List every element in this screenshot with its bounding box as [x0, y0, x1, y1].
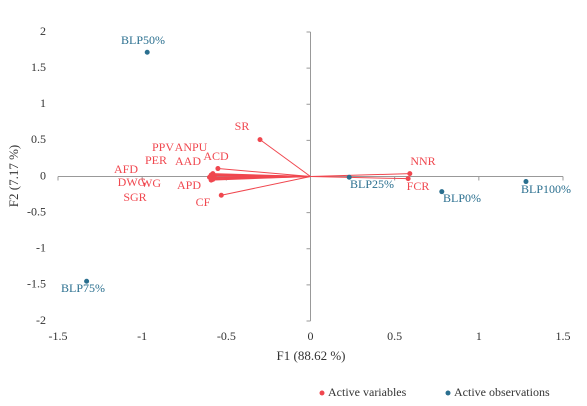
- point-label: BLP0%: [443, 191, 481, 205]
- point: [257, 137, 263, 143]
- variable-vector: [217, 168, 311, 177]
- point-label: AAD: [175, 154, 201, 168]
- y-tick-label: 1: [40, 96, 46, 110]
- point: [346, 174, 352, 180]
- point-label: CF: [196, 195, 211, 209]
- legend-label: Active observations: [454, 385, 550, 399]
- y-tick-label: -1.5: [27, 277, 46, 291]
- legend-marker: [445, 390, 451, 396]
- x-tick-label: 0.5: [387, 329, 402, 343]
- point-label: BLP25%: [350, 177, 394, 191]
- y-tick-label: 2: [40, 24, 46, 38]
- variable-vector: [310, 173, 410, 177]
- y-tick-label: -2: [36, 313, 46, 327]
- point: [407, 171, 413, 177]
- point-label: NNR: [410, 154, 435, 168]
- variable-vector: [259, 139, 311, 177]
- point-label: AFD: [114, 162, 138, 176]
- point: [144, 49, 150, 55]
- point-label: SR: [235, 119, 250, 133]
- y-tick-label: 0.5: [31, 132, 46, 146]
- point: [84, 278, 90, 284]
- point-label: BLP100%: [521, 182, 571, 196]
- variable-vector: [214, 176, 311, 179]
- point-label: FCR: [407, 179, 430, 193]
- point-label: SGR: [123, 190, 146, 204]
- x-tick-label: -0.5: [217, 329, 236, 343]
- point-label: PPV: [152, 140, 174, 154]
- y-tick-label: 0: [40, 168, 46, 182]
- y-tick-label: -0.5: [27, 204, 46, 218]
- point: [439, 189, 445, 195]
- variable-vector: [221, 176, 311, 196]
- point: [212, 175, 218, 181]
- x-axis-title: F1 (88.62 %): [277, 348, 346, 363]
- point: [215, 166, 221, 172]
- point: [218, 192, 224, 198]
- point-label: ANPU: [175, 140, 208, 154]
- y-tick-label: 1.5: [31, 60, 46, 74]
- point-label: BLP75%: [61, 281, 105, 295]
- y-axis-title: F2 (7.17 %): [6, 145, 21, 207]
- point: [405, 176, 411, 182]
- point-label: WG: [141, 176, 161, 190]
- legend-label: Active variables: [328, 385, 407, 399]
- point-label: ACD: [203, 149, 229, 163]
- x-tick-label: 1.5: [556, 329, 571, 343]
- legend-marker: [319, 390, 325, 396]
- x-tick-label: -1.5: [49, 329, 68, 343]
- x-tick-label: 1: [476, 329, 482, 343]
- y-tick-label: -1: [36, 241, 46, 255]
- point-label: DWG: [118, 175, 147, 189]
- x-tick-label: 0: [308, 329, 314, 343]
- x-tick-label: -1: [137, 329, 147, 343]
- point: [523, 179, 529, 185]
- point-label: BLP50%: [121, 33, 165, 47]
- variable-vector: [310, 176, 409, 180]
- point-label: APD: [177, 178, 201, 192]
- point-label: PER: [145, 153, 167, 167]
